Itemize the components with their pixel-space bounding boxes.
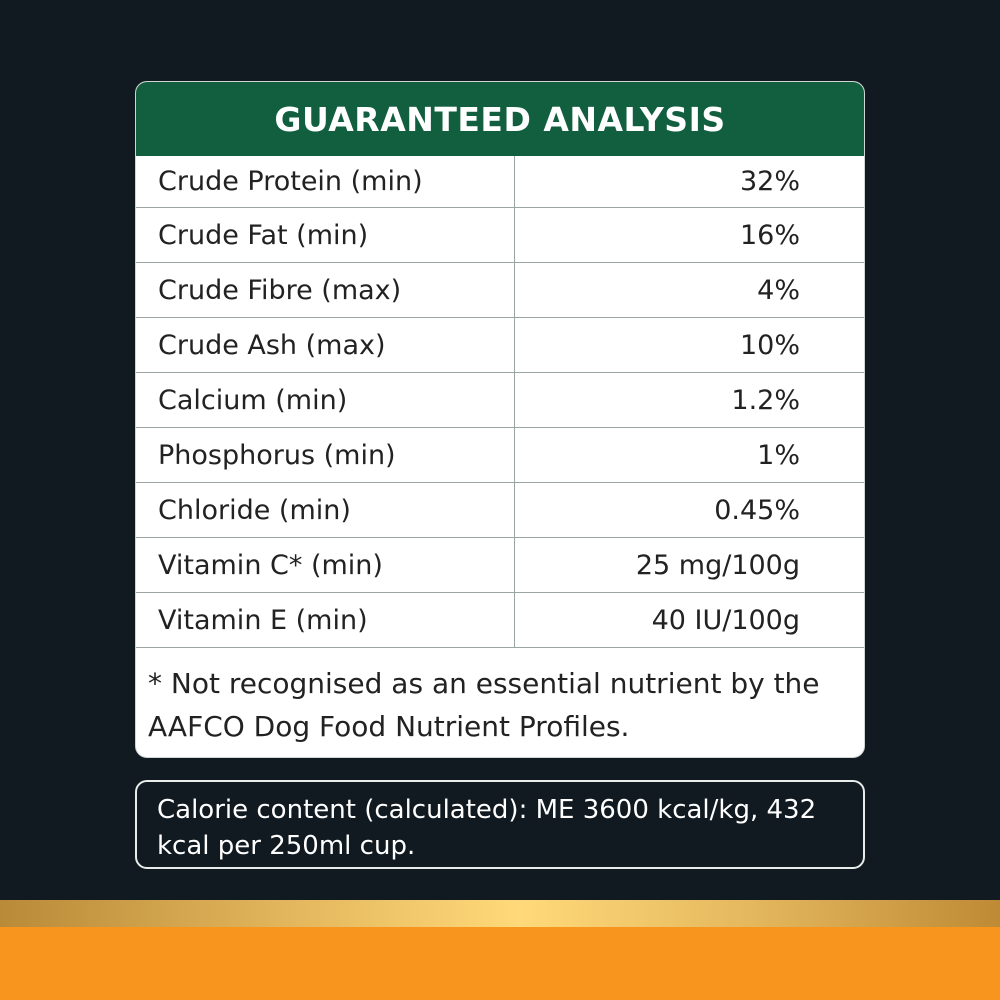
calorie-content-text: Calorie content (calculated): ME 3600 kc… <box>157 795 817 861</box>
gold-band <box>0 900 1000 927</box>
table-row: Chloride (min) 0.45% <box>136 483 864 538</box>
analysis-table: Crude Protein (min) 32% Crude Fat (min) 16%… <box>136 156 864 648</box>
nutrient-value: 1% <box>757 439 800 471</box>
table-row: Crude Ash (max) 10% <box>136 318 864 373</box>
table-row: Crude Fat (min) 16% <box>136 208 864 263</box>
nutrient-value: 16% <box>739 219 800 251</box>
guaranteed-analysis-card: GUARANTEED ANALYSIS Crude Protein (min) 3… <box>135 81 865 758</box>
footnote: * Not recognised as an essential nutrien… <box>148 667 820 743</box>
nutrient-value: 32% <box>739 166 800 197</box>
nutrient-label: Chloride (min) <box>136 483 515 537</box>
nutrient-label: Vitamin C* (min) <box>136 538 515 592</box>
nutrient-value: 4% <box>757 274 800 306</box>
nutrient-value: 25 mg/100g <box>635 549 800 581</box>
nutrient-value: 0.45% <box>714 494 800 526</box>
table-row: Calcium (min) 1.2% <box>136 373 864 428</box>
table-row: Phosphorus (min) 1% <box>136 428 864 483</box>
nutrient-label: Crude Protein (min) <box>136 156 515 207</box>
table-row: Crude Fibre (max) 4% <box>136 263 864 318</box>
table-row: Vitamin E (min) 40 IU/100g <box>136 593 864 648</box>
nutrient-label: Crude Ash (max) <box>136 318 515 372</box>
nutrient-label: Crude Fibre (max) <box>136 263 515 317</box>
nutrient-label: Phosphorus (min) <box>136 428 515 482</box>
nutrient-label: Vitamin E (min) <box>136 593 515 647</box>
nutrient-value: 1.2% <box>731 384 800 416</box>
nutrient-value: 10% <box>739 329 800 361</box>
table-row: Vitamin C* (min) 25 mg/100g <box>136 538 864 593</box>
nutrient-value: 40 IU/100g <box>651 604 800 636</box>
nutrient-label: Calcium (min) <box>136 373 515 427</box>
calorie-content-box: Calorie content (calculated): ME 3600 kc… <box>135 780 865 869</box>
table-title: GUARANTEED ANALYSIS <box>136 82 864 156</box>
nutrient-label: Crude Fat (min) <box>136 208 515 262</box>
table-row: Crude Protein (min) 32% <box>136 156 864 208</box>
orange-band <box>0 927 1000 1000</box>
